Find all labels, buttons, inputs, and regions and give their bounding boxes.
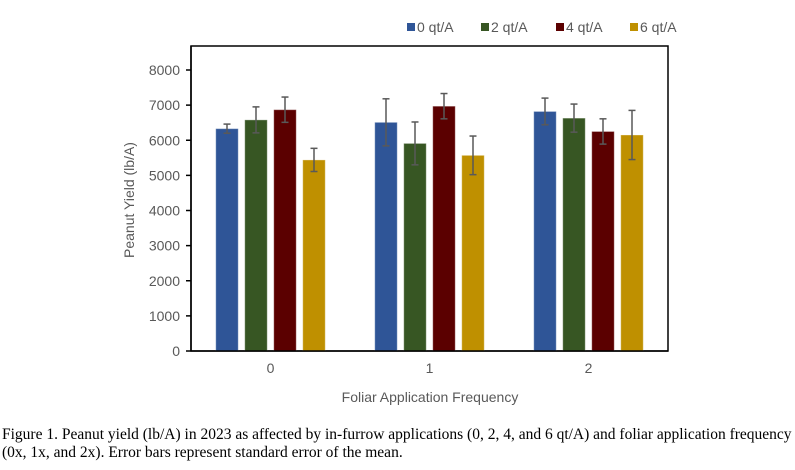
bar-4-qt-a-cat-0 bbox=[273, 109, 297, 352]
error-bar bbox=[252, 106, 260, 134]
bar-0-qt-a-cat-0 bbox=[215, 128, 239, 352]
legend-item: 6 qt/A bbox=[630, 19, 677, 35]
legend-swatch bbox=[481, 23, 489, 31]
x-tick-label: 2 bbox=[585, 360, 593, 376]
x-tick-label: 0 bbox=[267, 360, 275, 376]
legend-swatch bbox=[407, 23, 415, 31]
y-tick-label: 5000 bbox=[149, 167, 180, 183]
error-bar bbox=[382, 98, 390, 147]
error-bar bbox=[628, 109, 636, 161]
bar-6-qt-a-cat-2 bbox=[620, 134, 644, 352]
bar-2-qt-a-cat-2 bbox=[562, 117, 586, 352]
legend-swatch bbox=[630, 23, 638, 31]
legend: 0 qt/A 2 qt/A 4 qt/A 6 qt/A bbox=[407, 19, 677, 35]
figure-caption: Figure 1. Peanut yield (lb/A) in 2023 as… bbox=[2, 426, 792, 461]
legend-label: 2 qt/A bbox=[491, 19, 528, 35]
legend-label: 0 qt/A bbox=[417, 19, 454, 35]
y-tick-label: 6000 bbox=[149, 132, 180, 148]
legend-item: 0 qt/A bbox=[407, 19, 454, 35]
error-bar bbox=[599, 118, 607, 145]
bar-0-qt-a-cat-2 bbox=[533, 110, 557, 352]
bar-4-qt-a-cat-2 bbox=[591, 130, 615, 352]
legend-item: 2 qt/A bbox=[481, 19, 528, 35]
error-bar bbox=[570, 103, 578, 133]
error-bar bbox=[541, 97, 549, 126]
bar-2-qt-a-cat-1 bbox=[403, 142, 427, 352]
bar-4-qt-a-cat-1 bbox=[432, 105, 456, 352]
bar-2-qt-a-cat-0 bbox=[244, 119, 268, 352]
x-tick-label: 1 bbox=[426, 360, 434, 376]
error-bar bbox=[310, 147, 318, 173]
bar-chart: 0 qt/A 2 qt/A 4 qt/A 6 qt/A 0 1000 2000 3000 40… bbox=[121, 19, 677, 405]
error-bars bbox=[223, 92, 636, 176]
error-bar bbox=[440, 92, 448, 120]
bar-0-qt-a-cat-1 bbox=[374, 121, 398, 352]
bar-6-qt-a-cat-1 bbox=[461, 154, 485, 352]
legend-swatch bbox=[556, 23, 564, 31]
y-tick-label: 4000 bbox=[149, 203, 180, 219]
y-axis-title: Peanut Yield (lb/A) bbox=[121, 142, 137, 258]
error-bar bbox=[411, 121, 419, 166]
y-tick-label: 3000 bbox=[149, 238, 180, 254]
y-tick-label: 2000 bbox=[149, 273, 180, 289]
x-axis-title: Foliar Application Frequency bbox=[342, 389, 519, 405]
y-axis: 0 1000 2000 3000 4000 5000 6000 7000 8000 bbox=[149, 46, 192, 359]
error-bar bbox=[281, 96, 289, 124]
legend-label: 4 qt/A bbox=[566, 19, 603, 35]
y-tick-label: 7000 bbox=[149, 97, 180, 113]
bar-6-qt-a-cat-0 bbox=[302, 159, 326, 352]
legend-label: 6 qt/A bbox=[640, 19, 677, 35]
legend-item: 4 qt/A bbox=[556, 19, 603, 35]
y-tick-label: 1000 bbox=[149, 308, 180, 324]
y-tick-label: 8000 bbox=[149, 62, 180, 78]
error-bar bbox=[469, 135, 477, 176]
error-bar bbox=[223, 123, 231, 134]
bars bbox=[215, 105, 644, 352]
y-tick-label: 0 bbox=[172, 343, 180, 359]
x-axis: 0 1 2 bbox=[191, 350, 668, 376]
